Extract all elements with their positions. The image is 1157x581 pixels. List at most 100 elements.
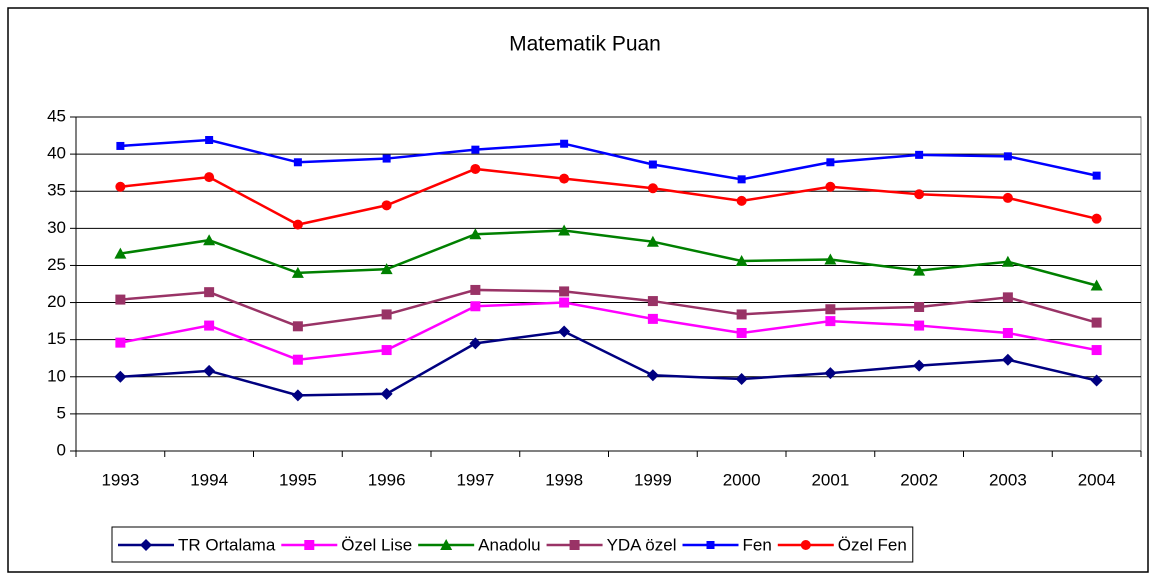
data-point [1090,279,1103,291]
series-line [120,330,1097,397]
x-tick-label: 1995 [279,470,317,489]
data-point [292,354,303,365]
y-tick-label: 40 [47,144,66,163]
data-point [204,287,215,298]
data-point [203,364,216,377]
data-point [291,389,304,402]
y-tick-label: 25 [47,255,66,274]
series-line [120,288,1097,328]
data-point [648,160,657,169]
data-point [292,219,303,230]
data-point [913,359,926,372]
series-line [120,229,1097,287]
series-line [120,301,1097,361]
data-point [560,139,569,148]
data-point [913,264,926,276]
data-point [824,367,837,380]
x-tick-label: 1996 [368,470,406,489]
data-point [1091,317,1102,328]
legend-label: TR Ortalama [178,535,276,554]
data-point [471,145,480,154]
legend-marker [569,540,580,550]
data-point [825,304,836,315]
legend-label: YDA özel [607,535,677,554]
y-tick-label: 15 [47,329,66,348]
data-point [1091,345,1102,356]
x-tick-label: 1999 [634,470,672,489]
data-point [1002,192,1013,203]
data-point [204,320,215,331]
data-point [469,337,482,350]
data-point [292,321,303,332]
x-tick-label: 1998 [545,470,583,489]
data-point [470,163,481,174]
plot-area [75,116,1142,452]
data-point [1003,152,1012,161]
x-tick-label: 2000 [723,470,761,489]
data-point [114,247,127,259]
data-point [115,337,126,348]
data-point [204,172,215,183]
data-point [559,286,570,297]
y-tick-label: 45 [47,106,66,125]
data-point [915,150,924,159]
data-point [558,224,571,236]
data-point [1001,353,1014,366]
legend-label: Anadolu [478,535,540,554]
legend-label: Özel Lise [341,535,412,554]
data-point [736,327,747,338]
data-point [1002,327,1013,338]
data-point [291,266,304,278]
data-point [293,158,302,167]
data-point [914,302,925,313]
data-point [382,154,391,163]
data-point [469,228,482,240]
data-point [735,373,748,386]
data-point [381,345,392,356]
data-point [115,294,126,305]
data-point [1090,374,1103,387]
x-tick-label: 1997 [456,470,494,489]
legend-marker [800,540,811,550]
y-tick-label: 30 [47,218,66,237]
legend-label: Özel Fen [838,535,907,554]
data-point [914,320,925,331]
legend-marker [440,539,453,550]
data-point [380,387,393,400]
data-point [735,254,748,266]
data-point [470,301,481,312]
data-point [825,316,836,327]
legend-marker [304,540,315,550]
x-tick-label: 2001 [811,470,849,489]
data-point [825,181,836,192]
data-point [826,158,835,167]
data-point [381,200,392,211]
data-point [1091,213,1102,224]
y-tick-label: 0 [57,440,66,459]
data-point [646,369,659,382]
data-point [380,263,393,275]
data-point [736,309,747,320]
data-point [647,296,658,307]
data-point [381,309,392,320]
data-point [646,235,659,247]
x-tick-label: 1993 [101,470,139,489]
data-point [470,284,481,295]
data-point [115,181,126,192]
legend-marker [706,541,715,549]
x-tick-label: 2002 [900,470,938,489]
legend-label: Fen [743,535,772,554]
series-line [120,138,1097,181]
x-tick-label: 2003 [989,470,1027,489]
data-point [647,313,658,324]
y-tick-label: 5 [57,403,66,422]
x-tick-label: 2004 [1078,470,1116,489]
data-point [558,325,571,338]
y-tick-label: 20 [47,292,66,311]
data-point [824,253,837,265]
y-tick-label: 10 [47,366,66,385]
data-point [736,195,747,206]
data-point [647,183,658,194]
data-point [559,173,570,184]
